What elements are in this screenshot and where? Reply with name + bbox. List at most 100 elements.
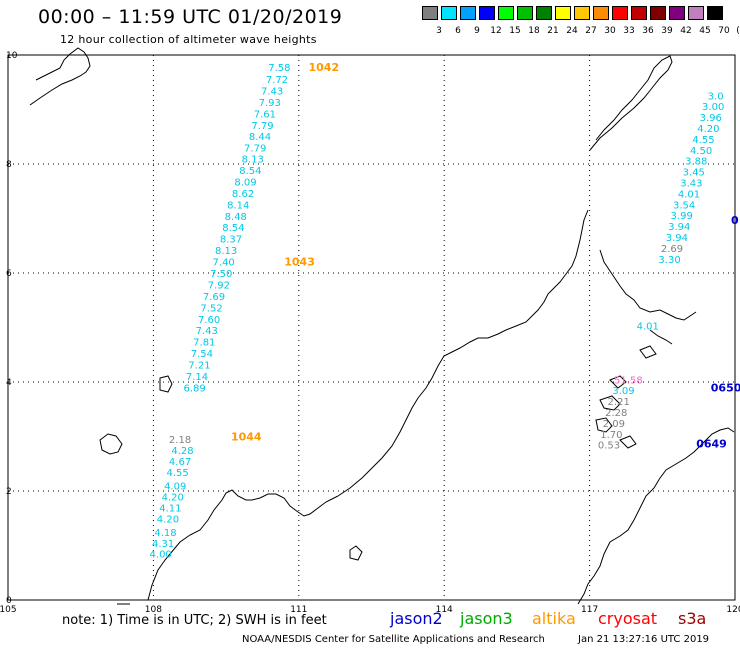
x-tick-label: 114: [436, 605, 453, 615]
wave-height-label: 8.13: [215, 246, 237, 257]
wave-height-label: 6.89: [183, 383, 205, 394]
wave-height-label: 3.43: [680, 179, 702, 190]
color-scale-label: 33: [623, 26, 635, 36]
x-tick-label: 111: [290, 605, 307, 615]
y-tick-label: 8: [6, 160, 12, 170]
wave-height-label: 7.92: [208, 280, 230, 291]
color-scale-label: 30: [604, 26, 616, 36]
color-scale-swatch: [669, 6, 685, 20]
wave-height-label: 2.18: [169, 435, 191, 446]
color-scale-label: 45: [699, 26, 711, 36]
color-scale-swatch: [460, 6, 476, 20]
color-scale-swatch: [707, 6, 723, 20]
wave-height-label: 2.21: [608, 397, 630, 408]
coastline-islands-east: [595, 345, 657, 449]
wave-height-label: 4.28: [171, 446, 193, 457]
pass-id-label: 0649: [696, 438, 727, 451]
wave-height-label: 3.99: [671, 211, 693, 222]
wave-height-label: 4.20: [697, 124, 719, 135]
x-tick-label: 120: [726, 605, 740, 615]
coastline-vietnam: [147, 489, 339, 601]
color-scale-swatch: [574, 6, 590, 20]
wave-height-label: 7.40: [213, 258, 235, 269]
pass-id-label: 0: [731, 214, 739, 227]
wave-height-label: 7.81: [193, 338, 215, 349]
color-scale-swatch: [498, 6, 514, 20]
wave-height-label: 8.54: [239, 166, 261, 177]
wave-height-label: 7.72: [266, 75, 288, 86]
color-scale-swatch: [688, 6, 704, 20]
map-title: 00:00 – 11:59 UTC 01/20/2019: [38, 6, 343, 28]
color-scale-label: 18: [528, 26, 540, 36]
wave-height-label: 8.09: [234, 177, 256, 188]
color-scale-swatch: [612, 6, 628, 20]
wave-height-label: 4.20: [157, 514, 179, 525]
color-scale-label: 70: [718, 26, 730, 36]
wave-height-label: 7.14: [186, 372, 208, 383]
wave-height-label: 4.55: [167, 468, 189, 479]
wave-height-label: 0.53: [598, 441, 620, 452]
legend-s3a: s3a: [678, 609, 707, 628]
wave-height-label: 4.31: [152, 539, 174, 550]
color-scale-swatch: [517, 6, 533, 20]
color-scale-label: 36: [642, 26, 654, 36]
legend-cryosat: cryosat: [598, 609, 658, 628]
legend-jason3: jason3: [460, 609, 513, 628]
wave-height-label: 4.50: [690, 146, 712, 157]
wave-height-label: 8.54: [222, 223, 244, 234]
y-tick-label: 10: [6, 51, 18, 61]
wave-height-label: 7.43: [261, 86, 283, 97]
wave-height-label: 8.44: [249, 132, 271, 143]
color-scale-label: (ft): [736, 26, 740, 36]
wave-height-label: 7.93: [259, 98, 281, 109]
wave-height-label: 3.0: [708, 91, 724, 102]
wave-height-label: 8.37: [220, 235, 242, 246]
wave-height-label: 2.09: [603, 419, 625, 430]
coastline-island-north: [29, 47, 91, 106]
color-scale-swatch: [536, 6, 552, 20]
wave-height-label: 4.11: [159, 503, 181, 514]
color-scale-label: 42: [680, 26, 692, 36]
wave-height-label: 7.69: [203, 292, 225, 303]
color-scale-swatch: [555, 6, 571, 20]
note-text: note: 1) Time is in UTC; 2) SWH is in fe…: [62, 613, 327, 628]
wave-height-label: 7.60: [198, 315, 220, 326]
color-scale-label: 6: [455, 26, 461, 36]
legend-altika: altika: [532, 609, 576, 628]
x-tick-label: 117: [581, 605, 598, 615]
wave-height-label: 2.28: [605, 408, 627, 419]
wave-height-label: 4.55: [692, 135, 714, 146]
wave-height-label: 3.45: [683, 168, 705, 179]
map-frame: [7, 54, 736, 601]
color-scale-label: 21: [547, 26, 559, 36]
legend-jason2: jason2: [390, 609, 443, 628]
satellite-tracks: 7.587.727.437.937.617.798.447.798.138.54…: [150, 61, 740, 561]
map-border: [7, 54, 736, 601]
color-scale-swatch: [593, 6, 609, 20]
pass-id-label: 1042: [308, 61, 339, 74]
coastline-sumatra: [117, 249, 735, 605]
color-scale-label: 9: [474, 26, 480, 36]
color-scale-swatch: [441, 6, 457, 20]
wave-height-label: 3.94: [668, 222, 690, 233]
wave-height-label: 3.30: [658, 255, 680, 266]
wave-height-label: 3.09: [612, 386, 634, 397]
wave-height-label: 4.00: [150, 550, 172, 561]
color-scale-label: 12: [490, 26, 502, 36]
wave-height-label: 3.54: [673, 200, 695, 211]
wave-height-label: 7.43: [196, 326, 218, 337]
color-scale-label: 24: [566, 26, 578, 36]
pass-id-label: 1044: [231, 431, 262, 444]
wave-height-label: 3.96: [700, 113, 722, 124]
wave-height-label: 7.21: [188, 361, 210, 372]
coastline-island-ne: [589, 55, 673, 151]
pass-id-label: 1043: [284, 256, 315, 269]
y-tick-label: 4: [6, 378, 12, 388]
wave-height-label: 2.69: [661, 244, 683, 255]
wave-height-label: 4.20: [162, 492, 184, 503]
color-scale-label: 39: [661, 26, 673, 36]
pass-id-label: 0650: [711, 381, 740, 394]
coastline-borneo: [337, 209, 589, 497]
x-tick-label: 108: [145, 605, 162, 615]
y-tick-label: 2: [6, 487, 12, 497]
